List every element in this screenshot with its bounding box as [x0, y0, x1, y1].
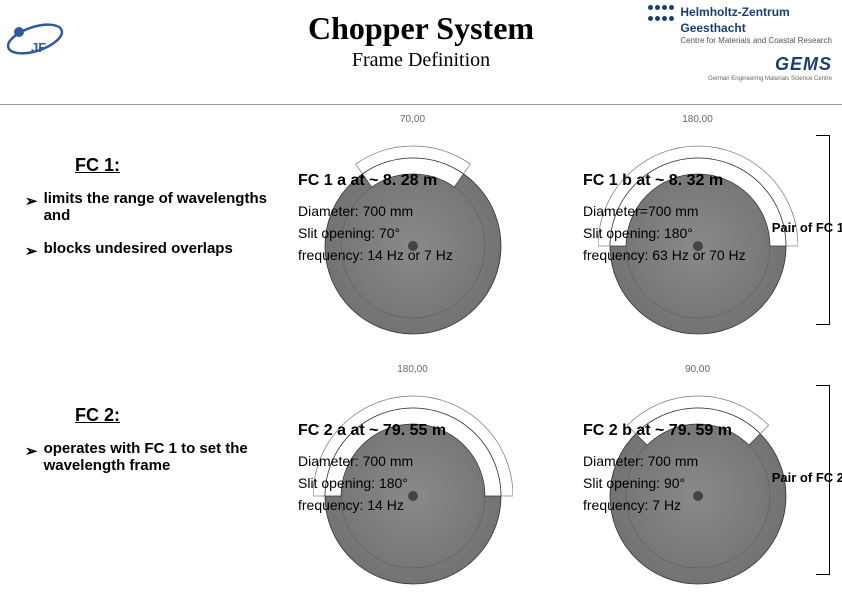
- dimension-label: 180,00: [397, 364, 428, 375]
- chopper-label: FC 2 a at ~ 79. 55 m: [298, 418, 446, 444]
- chopper-diameter: Diameter: 700 mm: [583, 453, 698, 469]
- dimension-label: 70,00: [400, 114, 425, 125]
- chopper-overlay-text: FC 2 a at ~ 79. 55 m Diameter: 700 mm Sl…: [298, 418, 446, 517]
- logo-right: Helmholtz-Zentrum Geesthacht Centre for …: [648, 5, 832, 84]
- header: JF Chopper System Frame Definition Helmh…: [0, 0, 842, 105]
- page-subtitle: Frame Definition: [308, 49, 534, 72]
- helmholtz-logo: Helmholtz-Zentrum Geesthacht Centre for …: [648, 5, 832, 47]
- bullet-arrow-icon: ➢: [25, 442, 38, 460]
- chopper-grid: 70,00 FC 1 a at ~ 8. 28 m Diameter: 700 …: [280, 110, 830, 580]
- fc2-heading: FC 2:: [75, 405, 275, 426]
- chopper-diameter: Diameter=700 mm: [583, 203, 699, 219]
- chopper-frequency: frequency: 14 Hz: [298, 497, 404, 513]
- pair-label-fc2: Pair of FC 2: [772, 470, 842, 485]
- chopper-slit: Slit opening: 180°: [298, 475, 408, 491]
- chopper-label: FC 1 a at ~ 8. 28 m: [298, 168, 437, 194]
- dimension-label: 90,00: [685, 364, 710, 375]
- chopper-overlay-text: FC 2 b at ~ 79. 59 m Diameter: 700 mm Sl…: [583, 418, 732, 517]
- chopper-overlay-text: FC 1 a at ~ 8. 28 m Diameter: 700 mm Sli…: [298, 168, 453, 267]
- page-title: Chopper System: [308, 10, 534, 47]
- chopper-frequency: frequency: 7 Hz: [583, 497, 681, 513]
- bullet-arrow-icon: ➢: [25, 192, 38, 210]
- fc1-description: FC 1: ➢ limits the range of wavelengths …: [25, 155, 275, 276]
- chopper-frequency: frequency: 14 Hz or 7 Hz: [298, 247, 453, 263]
- chopper-slit: Slit opening: 90°: [583, 475, 685, 491]
- chopper-overlay-text: FC 1 b at ~ 8. 32 m Diameter=700 mm Slit…: [583, 168, 746, 267]
- chopper-fc2a: 180,00 FC 2 a at ~ 79. 55 m Diameter: 70…: [280, 360, 545, 580]
- fc1-heading: FC 1:: [75, 155, 275, 176]
- chopper-diameter: Diameter: 700 mm: [298, 203, 413, 219]
- gems-logo: GEMS German Engineering Materials Scienc…: [648, 53, 832, 84]
- fc1-bullet-1: ➢ limits the range of wavelengths and: [25, 190, 275, 224]
- chopper-diameter: Diameter: 700 mm: [298, 453, 413, 469]
- fc2-bullet-1: ➢ operates with FC 1 to set the waveleng…: [25, 440, 275, 474]
- chopper-label: FC 1 b at ~ 8. 32 m: [583, 168, 723, 194]
- fc2-description: FC 2: ➢ operates with FC 1 to set the wa…: [25, 405, 275, 490]
- title-block: Chopper System Frame Definition: [308, 10, 534, 72]
- chopper-label: FC 2 b at ~ 79. 59 m: [583, 418, 732, 444]
- svg-text:JF: JF: [31, 40, 46, 55]
- ujf-logo: JF: [5, 12, 65, 67]
- helmholtz-dots-icon: [648, 5, 674, 25]
- fc1-bullet-2: ➢ blocks undesired overlaps: [25, 240, 275, 260]
- pair-label-fc1: Pair of FC 1: [772, 220, 842, 235]
- chopper-slit: Slit opening: 180°: [583, 225, 693, 241]
- dimension-label: 180,00: [682, 114, 713, 125]
- chopper-frequency: frequency: 63 Hz or 70 Hz: [583, 247, 746, 263]
- content: FC 1: ➢ limits the range of wavelengths …: [0, 105, 842, 113]
- chopper-slit: Slit opening: 70°: [298, 225, 400, 241]
- chopper-fc1a: 70,00 FC 1 a at ~ 8. 28 m Diameter: 700 …: [280, 110, 545, 330]
- bullet-arrow-icon: ➢: [25, 242, 38, 260]
